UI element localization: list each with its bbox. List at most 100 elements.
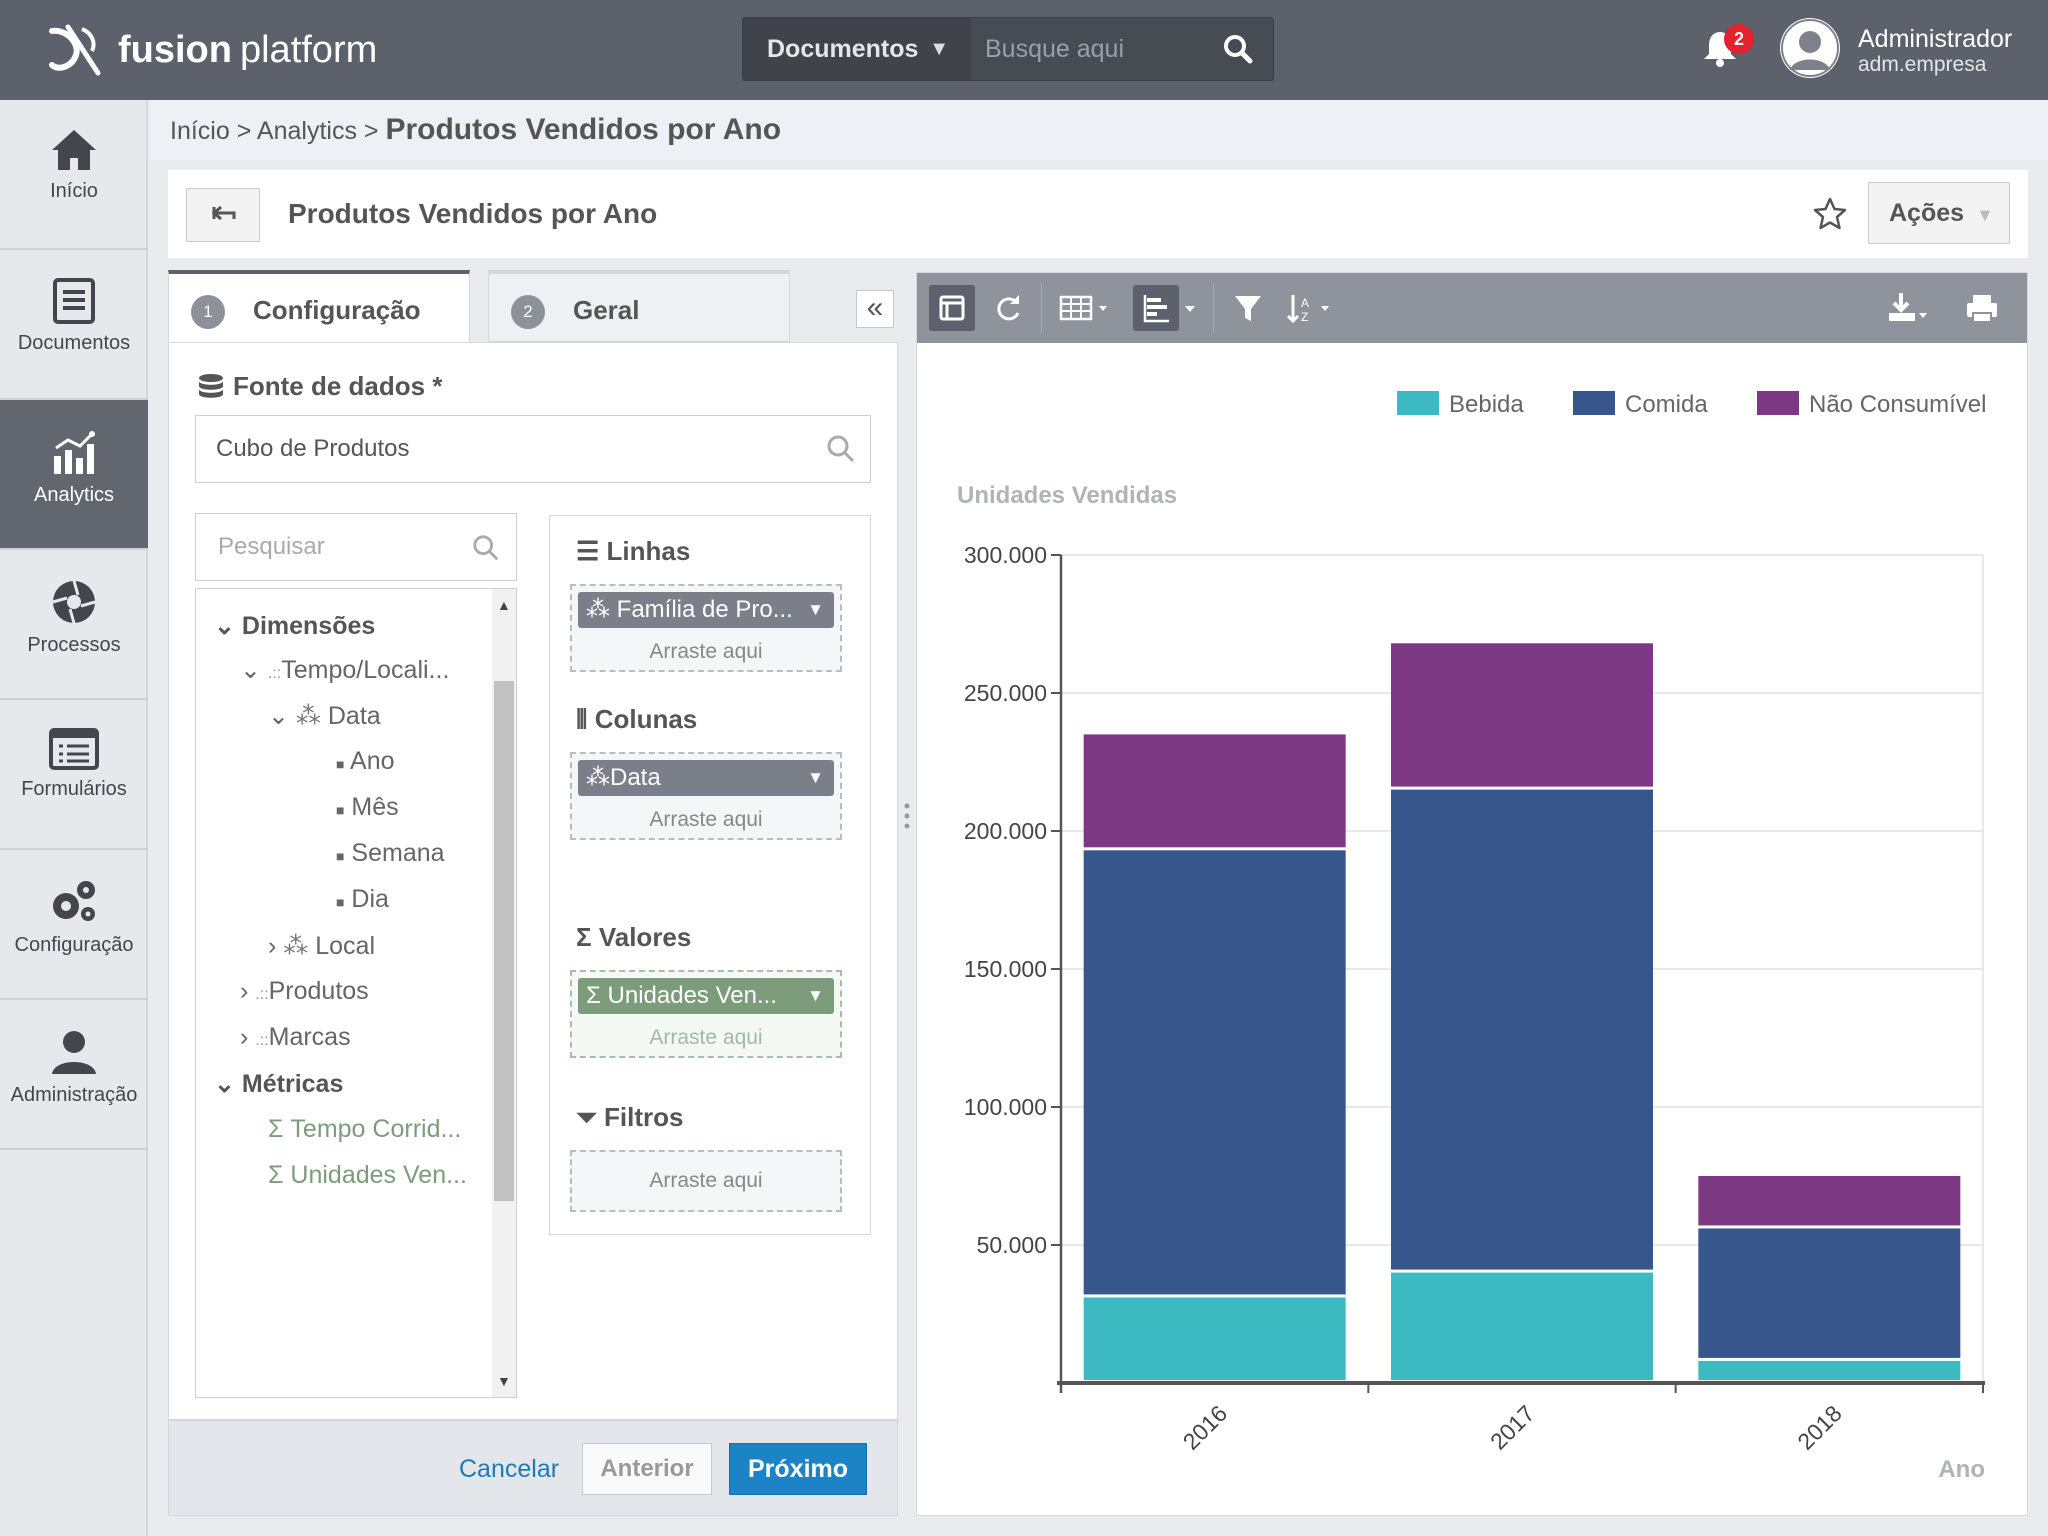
layout-toggle-button[interactable] — [929, 285, 975, 331]
page-header: Produtos Vendidos por Ano Ações ▼ — [168, 170, 2028, 258]
rows-drop-zone[interactable]: ⁂ Família de Pro... ▼ Arraste aqui — [570, 584, 842, 672]
panel-splitter[interactable] — [898, 270, 916, 1516]
x-tick-label: 2016 — [1178, 1400, 1233, 1455]
sidebar-item-analytics[interactable]: Analytics — [0, 400, 148, 550]
collapse-panel-button[interactable]: « — [856, 290, 894, 328]
back-button[interactable] — [186, 188, 260, 242]
gears-icon — [53, 881, 95, 921]
tab-configuracao[interactable]: 1 Configuração — [168, 270, 470, 342]
search-icon[interactable] — [826, 434, 856, 464]
bar-segment[interactable] — [1391, 789, 1653, 1270]
values-zone-label: Σ Valores — [576, 922, 691, 953]
tree-node-local[interactable]: › ⁂ Local — [268, 931, 375, 961]
tree-node-semana[interactable]: ■ Semana — [336, 839, 445, 868]
tree-node-produtos[interactable]: › .::Produtos — [240, 977, 369, 1006]
export-button[interactable] — [1879, 285, 1935, 331]
bar-segment[interactable] — [1083, 1297, 1346, 1380]
tab-geral[interactable]: 2 Geral — [488, 270, 790, 342]
next-button[interactable]: Próximo — [729, 1443, 867, 1495]
table-view-button[interactable] — [1051, 285, 1117, 331]
actions-button[interactable]: Ações ▼ — [1868, 182, 2010, 244]
tree-node-dimensoes[interactable]: ⌄ Dimensões — [214, 611, 375, 641]
search-icon[interactable] — [1223, 34, 1253, 64]
rows-field-pill[interactable]: ⁂ Família de Pro... ▼ — [578, 592, 834, 628]
legend-swatch[interactable] — [1397, 391, 1439, 415]
cancel-button[interactable]: Cancelar — [459, 1455, 560, 1483]
search-icon[interactable] — [472, 534, 500, 562]
sidebar-item-formularios[interactable]: Formulários — [0, 700, 148, 850]
tree-node-label: Produtos — [268, 977, 369, 1005]
pill-label: Família de Pro... — [616, 596, 793, 623]
pill-label: Data — [610, 764, 661, 791]
bar-segment[interactable] — [1083, 850, 1346, 1295]
legend-label[interactable]: Bebida — [1449, 391, 1524, 418]
sidebar-item-label: Documentos — [17, 332, 131, 354]
sidebar-item-configuracao[interactable]: Configuração — [0, 850, 148, 1000]
values-field-pill[interactable]: Σ Unidades Ven... ▼ — [578, 978, 834, 1014]
brand-logo[interactable]: fusion platform — [46, 20, 377, 80]
breadcrumb-analytics[interactable]: Analytics — [256, 117, 357, 145]
sidebar-item-inicio[interactable]: Início — [0, 100, 148, 250]
caret-down-icon[interactable]: ▼ — [807, 600, 824, 619]
tree-search-input[interactable]: Pesquisar — [195, 513, 517, 581]
print-button[interactable] — [1957, 285, 2007, 331]
values-drop-zone[interactable]: Σ Unidades Ven... ▼ Arraste aqui — [570, 970, 842, 1058]
breadcrumb-home[interactable]: Início — [170, 117, 230, 145]
chart-type-dropdown[interactable] — [1179, 285, 1201, 331]
sidebar-item-processos[interactable]: Processos — [0, 550, 148, 700]
search-scope-select[interactable]: Documentos ▼ — [743, 18, 971, 80]
tree-node-data[interactable]: ⌄ ⁂ Data — [268, 701, 381, 731]
filter-button[interactable] — [1225, 285, 1271, 331]
sidebar-item-administracao[interactable]: Administração — [0, 1000, 148, 1150]
zone-label-text: Colunas — [594, 704, 698, 734]
tree-node-dia[interactable]: ■ Dia — [336, 885, 389, 914]
fusion-logo-icon — [49, 24, 101, 76]
caret-down-icon[interactable]: ▼ — [807, 768, 824, 787]
legend-label[interactable]: Comida — [1625, 391, 1708, 418]
caret-down-icon[interactable]: ▼ — [807, 986, 824, 1005]
bar-chart-button[interactable] — [1133, 285, 1179, 331]
bar-segment[interactable] — [1698, 1360, 1961, 1380]
user-info[interactable]: Administrador adm.empresa — [1858, 26, 2012, 78]
star-icon[interactable] — [1812, 196, 1848, 232]
layout-icon — [939, 295, 965, 321]
search-input[interactable]: Busque aqui — [985, 35, 1125, 63]
hierarchy-icon: .:: — [267, 665, 282, 682]
bar-segment[interactable] — [1698, 1176, 1961, 1226]
zone-label-text: Filtros — [604, 1102, 684, 1132]
columns-field-pill[interactable]: ⁂Data ▼ — [578, 760, 834, 796]
download-icon — [1889, 293, 1927, 321]
datasource-input[interactable]: Cubo de Produtos — [195, 415, 871, 483]
tree-node-metric[interactable]: Σ Tempo Corrid... — [268, 1115, 461, 1144]
tree-node-metric[interactable]: Σ Unidades Ven... — [268, 1161, 467, 1190]
y-tick-label: 50.000 — [977, 1232, 1047, 1258]
bar-segment[interactable] — [1698, 1228, 1961, 1358]
bar-segment[interactable] — [1391, 643, 1653, 787]
scroll-down-icon[interactable]: ▼ — [497, 1373, 511, 1389]
legend-label[interactable]: Não Consumível — [1809, 391, 1986, 418]
previous-button[interactable]: Anterior — [582, 1443, 712, 1495]
filters-drop-zone[interactable]: Arraste aqui — [570, 1150, 842, 1212]
scroll-up-icon[interactable]: ▲ — [497, 597, 511, 613]
legend-swatch[interactable] — [1757, 391, 1799, 415]
avatar[interactable] — [1780, 18, 1840, 78]
toolbar-separator — [1213, 283, 1214, 333]
tree-node-metricas[interactable]: ⌄ Métricas — [214, 1069, 343, 1099]
y-axis-label: Unidades Vendidas — [957, 482, 1177, 509]
bar-segment[interactable] — [1083, 734, 1346, 848]
scrollbar[interactable]: ▲ ▼ — [492, 589, 516, 1397]
scrollbar-thumb[interactable] — [494, 681, 514, 1201]
tree-node-mes[interactable]: ■ Mês — [336, 793, 399, 822]
columns-drop-zone[interactable]: ⁂Data ▼ Arraste aqui — [570, 752, 842, 840]
chart-legend: Bebida Comida Não Consumível — [1397, 391, 1986, 418]
bar-segment[interactable] — [1391, 1272, 1653, 1380]
sidebar-item-documentos[interactable]: Documentos — [0, 250, 148, 400]
tree-node-label: Data — [327, 702, 381, 730]
tree-node-marcas[interactable]: › .::Marcas — [240, 1023, 351, 1052]
refresh-button[interactable] — [985, 285, 1031, 331]
tree-node-tempo[interactable]: ⌄ .::Tempo/Locali... — [240, 655, 449, 685]
tree-node-ano[interactable]: ■ Ano — [336, 747, 395, 776]
back-arrow-icon — [211, 205, 236, 221]
legend-swatch[interactable] — [1573, 391, 1615, 415]
